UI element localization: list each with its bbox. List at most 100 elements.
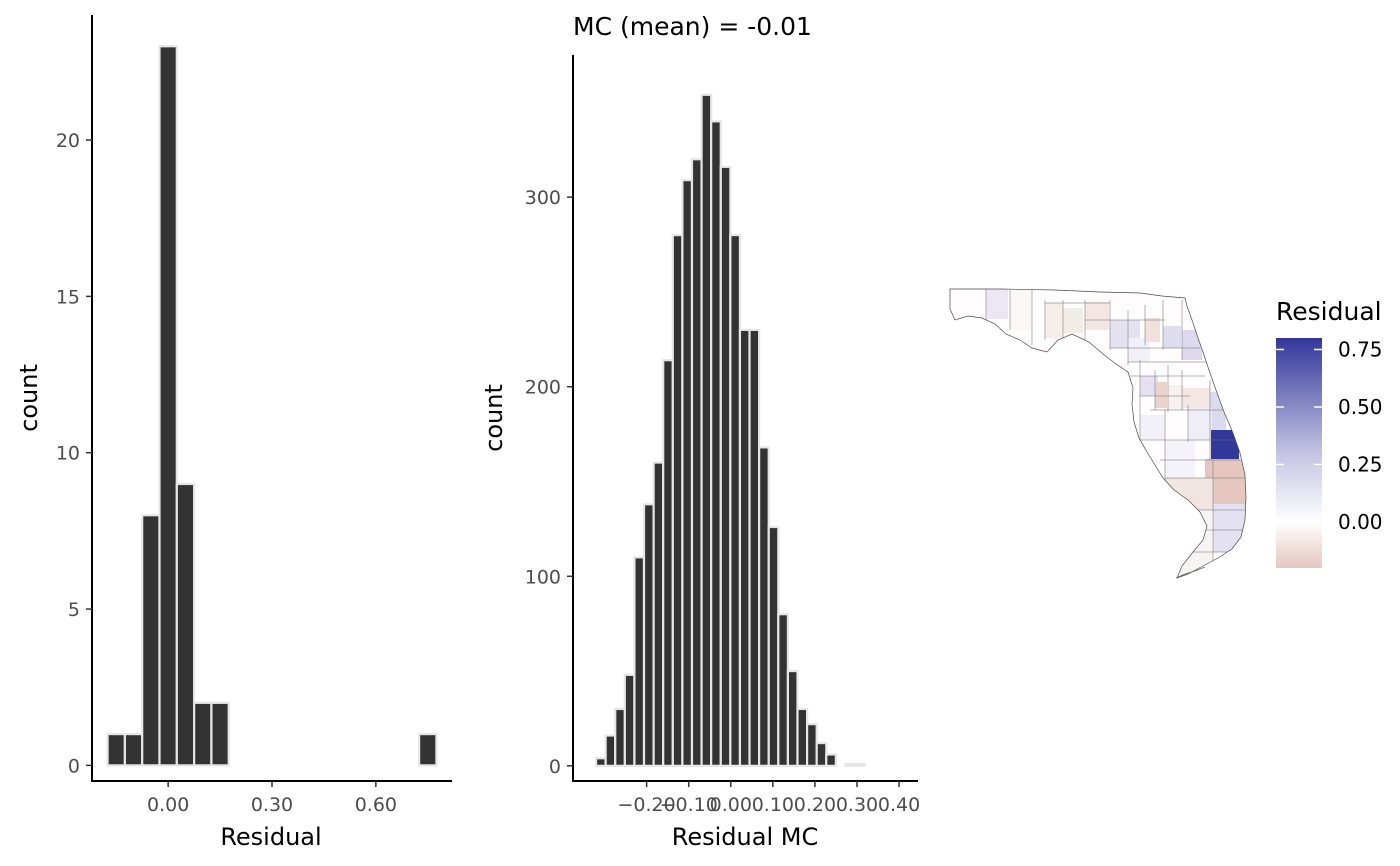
residual-mc-histogram-y-tick-label: 200 [525, 377, 561, 399]
residual-mc-histogram-x-tick-label: 0.10 [752, 794, 794, 816]
county-brevard [1211, 430, 1239, 460]
florida-residual-map [949, 288, 1247, 579]
residual-mc-histogram-y-ticks: 0 100 200 300 [525, 187, 573, 778]
residual-mc-histogram-bar [652, 461, 665, 767]
residual-mc-histogram-y-tick-label: 300 [525, 187, 561, 209]
residual-histogram-bar [158, 45, 178, 767]
residual-mc-histogram-bar [690, 158, 703, 767]
residual-histogram-bar [123, 733, 144, 767]
residual-mc-histogram-bar [853, 762, 866, 767]
legend-tick-label: 0.75 [1338, 338, 1383, 362]
residual-mc-histogram-bar [758, 446, 770, 767]
residual-histogram-bars [106, 45, 438, 767]
florida-keys [1175, 566, 1206, 579]
county-north-central [1145, 318, 1160, 342]
florida-counties [950, 289, 1246, 578]
county-central-west-b [1155, 382, 1167, 408]
residual-mc-histogram-bar [594, 757, 607, 767]
county-big-bend-c [1128, 338, 1150, 362]
residual-mc-histogram-bar [729, 233, 742, 767]
residual-mc-histogram-bar [738, 328, 751, 767]
legend-tick-label: 0.00 [1338, 510, 1383, 534]
residual-histogram-y-tick-label: 0 [68, 755, 80, 777]
residual-mc-histogram-bar [633, 556, 646, 767]
residual-mc-histogram-bar [604, 734, 617, 767]
residual-histogram-y-ticks: 0 5 10 15 20 [56, 130, 92, 777]
county-central-c [1188, 408, 1212, 440]
legend-title: Residual [1276, 297, 1382, 326]
county-southwest-a [1140, 415, 1165, 440]
residual-mc-histogram-bar [662, 359, 674, 767]
residual-histogram-x-label: Residual [220, 823, 321, 851]
residual-mc-histogram-y-label: count [480, 384, 508, 452]
residual-mc-histogram-x-tick-label: 0.40 [878, 794, 920, 816]
residual-histogram-bar [106, 733, 126, 767]
residual-histogram-x-tick-label: 0.60 [355, 794, 397, 816]
county-panhandle-d [1063, 308, 1083, 333]
residual-mc-histogram-x-tick-label: 0.30 [836, 794, 878, 816]
county-central-b [1182, 388, 1210, 408]
residual-histogram-y-tick-label: 10 [56, 443, 80, 465]
residual-histogram-bar [418, 733, 438, 767]
county-big-bend-a [1085, 302, 1109, 330]
residual-mc-histogram-bar [786, 669, 799, 767]
florida-outline [949, 288, 1247, 579]
county-panhandle-a [986, 289, 1008, 319]
residual-histogram-y-label: count [15, 364, 43, 432]
legend-ticks: 0.75 0.50 0.25 0.00 [1276, 338, 1383, 534]
residual-histogram-bar [175, 482, 196, 767]
residual-mc-histogram-bar [623, 673, 636, 767]
residual-mc-histogram-x-label: Residual MC [672, 823, 818, 851]
county-panhandle-b [1010, 290, 1032, 330]
residual-mc-histogram-bar [614, 707, 626, 767]
residual-histogram-x-tick-label: 0.30 [251, 794, 293, 816]
residual-mc-histogram-bars [594, 93, 866, 767]
residual-histogram-y-tick-label: 5 [68, 599, 80, 621]
residual-mc-histogram-bar [700, 93, 713, 767]
residual-histogram-y-tick-label: 15 [56, 286, 80, 308]
residual-mc-histogram-y-tick-label: 0 [549, 756, 561, 778]
residual-mc-histogram-bar [710, 120, 722, 767]
legend-tick-label: 0.50 [1338, 395, 1383, 419]
residual-mc-histogram-bar [825, 753, 837, 767]
residual-histogram-x-ticks: 0.00 0.30 0.60 [147, 781, 397, 816]
county-northeast-a [1163, 326, 1181, 348]
residual-histogram-bar [141, 514, 161, 767]
residual-mc-histogram-bar [777, 613, 790, 767]
residual-histogram-bar [193, 701, 213, 767]
residual-mc-histogram-bar [767, 525, 780, 767]
residual-mc-histogram-bar [748, 328, 761, 767]
residual-mc-histogram-bar [805, 723, 818, 767]
county-northeast-b [1182, 330, 1202, 360]
residual-legend: Residual 0.75 0.50 0.25 0.00 [1276, 297, 1383, 568]
residual-mc-histogram-bar [815, 741, 828, 767]
residual-mc-histogram-x-ticks: −0.20−0.100.00 0.10 0.20 0.30 0.40 [618, 781, 920, 816]
legend-colorbar [1276, 338, 1322, 568]
county-central-a [1168, 385, 1184, 410]
residual-mc-histogram-title: MC (mean) = -0.01 [573, 12, 812, 41]
residual-histogram: 0 5 10 15 20 0.00 0.30 0.60 Residual count [15, 15, 452, 851]
residual-histogram-x-tick-label: 0.00 [147, 794, 189, 816]
residual-histogram-bar [210, 701, 230, 767]
residual-mc-histogram-bar [796, 707, 809, 767]
county-south-b [1213, 504, 1246, 552]
county-southwest-b [1165, 440, 1195, 478]
residual-mc-histogram-x-tick-label: −0.10 [660, 794, 718, 816]
residual-mc-histogram-y-tick-label: 100 [525, 566, 561, 588]
residual-mc-histogram-bar [844, 762, 857, 767]
residual-mc-histogram-x-tick-label: 0.00 [710, 794, 752, 816]
residual-mc-histogram-bar [642, 503, 655, 767]
residual-mc-histogram-x-tick-label: −0.20 [618, 794, 676, 816]
county-south-a [1165, 478, 1213, 510]
county-panhandle-c [1045, 303, 1063, 338]
county-borders [985, 289, 1245, 560]
residual-histogram-y-tick-label: 20 [56, 130, 80, 152]
county-central-west-a [1140, 376, 1158, 396]
residual-mc-histogram-x-tick-label: 0.20 [794, 794, 836, 816]
residual-mc-histogram-bar [671, 233, 684, 767]
legend-tick-label: 0.25 [1338, 453, 1383, 477]
residual-mc-histogram-bar [681, 179, 694, 767]
residual-mc-histogram-bar [719, 165, 732, 767]
